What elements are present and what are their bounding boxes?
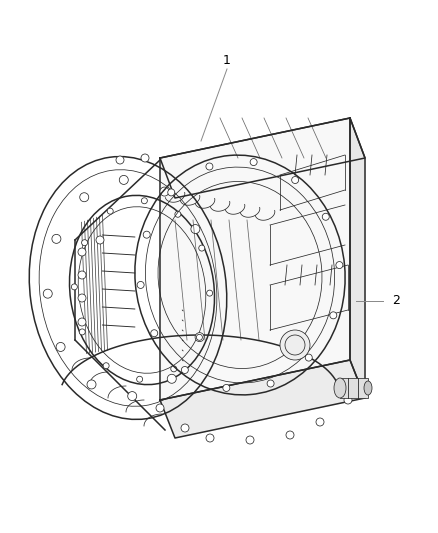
Circle shape: [330, 312, 337, 319]
Circle shape: [78, 318, 86, 326]
Circle shape: [156, 404, 164, 412]
Circle shape: [128, 392, 137, 401]
Circle shape: [107, 208, 113, 214]
Circle shape: [316, 418, 324, 426]
Text: 1: 1: [223, 54, 231, 68]
Circle shape: [168, 189, 175, 196]
Circle shape: [137, 281, 144, 288]
Circle shape: [78, 294, 86, 302]
Polygon shape: [160, 118, 350, 400]
Circle shape: [119, 175, 128, 184]
Circle shape: [196, 334, 202, 341]
Circle shape: [223, 384, 230, 391]
Circle shape: [143, 231, 150, 238]
Ellipse shape: [334, 378, 346, 398]
Circle shape: [103, 363, 109, 369]
Circle shape: [87, 380, 96, 389]
Circle shape: [206, 434, 214, 442]
Circle shape: [80, 193, 89, 201]
Circle shape: [71, 284, 78, 290]
Polygon shape: [340, 378, 368, 398]
Circle shape: [79, 329, 85, 335]
Circle shape: [81, 240, 88, 246]
Circle shape: [181, 424, 189, 432]
Circle shape: [336, 262, 343, 269]
Circle shape: [191, 224, 200, 233]
Circle shape: [250, 159, 257, 166]
Circle shape: [286, 431, 294, 439]
Circle shape: [322, 213, 329, 220]
Circle shape: [181, 367, 188, 374]
Polygon shape: [160, 118, 365, 198]
Circle shape: [171, 366, 177, 372]
Circle shape: [175, 211, 181, 217]
Circle shape: [305, 354, 312, 361]
Circle shape: [207, 290, 212, 296]
Circle shape: [141, 198, 147, 204]
Circle shape: [43, 289, 52, 298]
Circle shape: [116, 156, 124, 164]
Circle shape: [137, 376, 143, 382]
Circle shape: [246, 436, 254, 444]
Circle shape: [267, 380, 274, 387]
Circle shape: [151, 330, 158, 337]
Circle shape: [292, 176, 299, 183]
Circle shape: [160, 187, 169, 196]
Circle shape: [78, 271, 86, 279]
Text: 2: 2: [392, 295, 400, 308]
Circle shape: [78, 248, 86, 256]
Circle shape: [344, 396, 352, 404]
Circle shape: [96, 236, 104, 244]
Circle shape: [52, 235, 61, 244]
Circle shape: [195, 333, 204, 342]
Circle shape: [206, 163, 213, 170]
Circle shape: [141, 154, 149, 162]
Ellipse shape: [364, 381, 372, 395]
Circle shape: [167, 374, 176, 383]
Circle shape: [280, 330, 310, 360]
Circle shape: [56, 342, 65, 351]
Circle shape: [199, 245, 205, 251]
Polygon shape: [160, 360, 365, 438]
Polygon shape: [350, 118, 365, 398]
